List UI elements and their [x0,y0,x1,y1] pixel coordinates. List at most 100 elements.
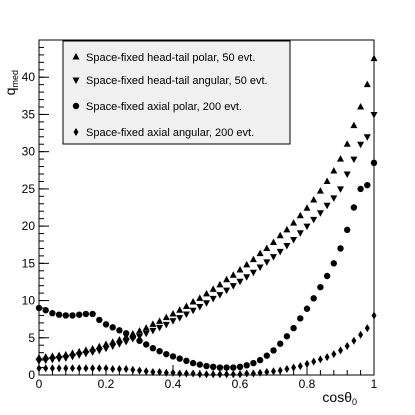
data-point [82,350,90,358]
data-point [230,370,236,379]
data-point [109,338,117,345]
data-point [102,340,110,347]
data-point [169,353,177,360]
data-point [270,238,277,245]
data-point [370,159,378,167]
data-point [256,249,264,257]
data-point [310,196,318,203]
data-point [70,364,75,373]
data-point [203,362,210,370]
data-point [224,370,230,379]
data-point [230,364,237,371]
legend-label: Space-fixed head-tail polar, 50 evt. [86,52,255,64]
data-point [142,330,150,338]
data-point [95,342,103,350]
data-point [297,315,304,322]
data-point [76,311,83,318]
data-point [243,260,251,268]
data-point [209,285,217,292]
data-point [183,357,190,365]
data-point [229,283,237,290]
data-point [370,54,378,62]
data-point [115,341,123,348]
data-point [69,353,76,361]
data-point [324,353,330,362]
series-2 [35,111,378,365]
data-point [103,364,109,373]
data-point [323,202,331,210]
data-point [291,363,297,372]
data-point [343,140,351,147]
data-point [75,352,83,359]
data-point [330,260,337,267]
data-point [89,310,96,318]
data-point [196,304,204,311]
data-point [210,363,217,371]
data-point [237,370,243,379]
data-point [183,369,189,378]
data-point [297,362,303,371]
data-point [364,324,370,333]
data-point [317,355,323,364]
data-point [143,341,150,348]
data-point [316,210,324,217]
data-point [338,346,343,355]
data-point [236,363,244,371]
data-point [284,365,290,374]
data-point [149,327,157,335]
data-point [35,304,43,312]
data-point [49,364,55,373]
data-point [310,295,317,302]
data-point [370,111,378,119]
data-point [296,211,304,219]
x-tick-label: 0.2 [98,377,115,391]
data-marks [35,54,378,379]
data-point [62,355,70,362]
data-point [311,357,317,366]
data-point [331,350,337,359]
data-point [276,248,284,256]
legend-label: Space-fixed head-tail angular, 50 evt. [86,75,268,87]
data-point [257,368,263,377]
data-point [136,337,143,344]
data-point [56,364,62,373]
data-point [249,255,257,263]
data-point [109,343,117,350]
data-point [176,315,184,322]
data-point [189,307,197,315]
data-point [358,330,364,339]
data-point [343,171,351,178]
y-tick-label: 0 [28,368,35,382]
data-point [176,355,183,362]
data-point [283,225,291,233]
data-point [249,269,257,277]
data-point [82,310,90,318]
data-point [115,336,123,343]
data-point [182,302,190,310]
data-point [357,185,364,193]
data-point [371,311,377,320]
data-point [250,369,256,378]
data-point [330,195,338,202]
data-point [316,187,324,194]
data-point [96,364,102,373]
data-point [157,368,163,377]
data-point [290,324,297,332]
data-point [351,336,357,345]
data-point [223,364,230,371]
data-point [196,361,203,368]
legend-box [62,40,291,145]
data-point [156,347,163,355]
data-point [264,368,270,377]
data-point [263,352,270,359]
data-point [283,242,291,250]
data-point [150,368,156,377]
data-point [162,321,170,329]
y-tick-label: 30 [22,145,36,159]
data-point [204,370,209,379]
data-point [243,362,250,369]
data-point [189,298,197,305]
legend-label: Space-fixed axial polar, 200 evt. [86,101,242,113]
data-point [102,321,110,328]
